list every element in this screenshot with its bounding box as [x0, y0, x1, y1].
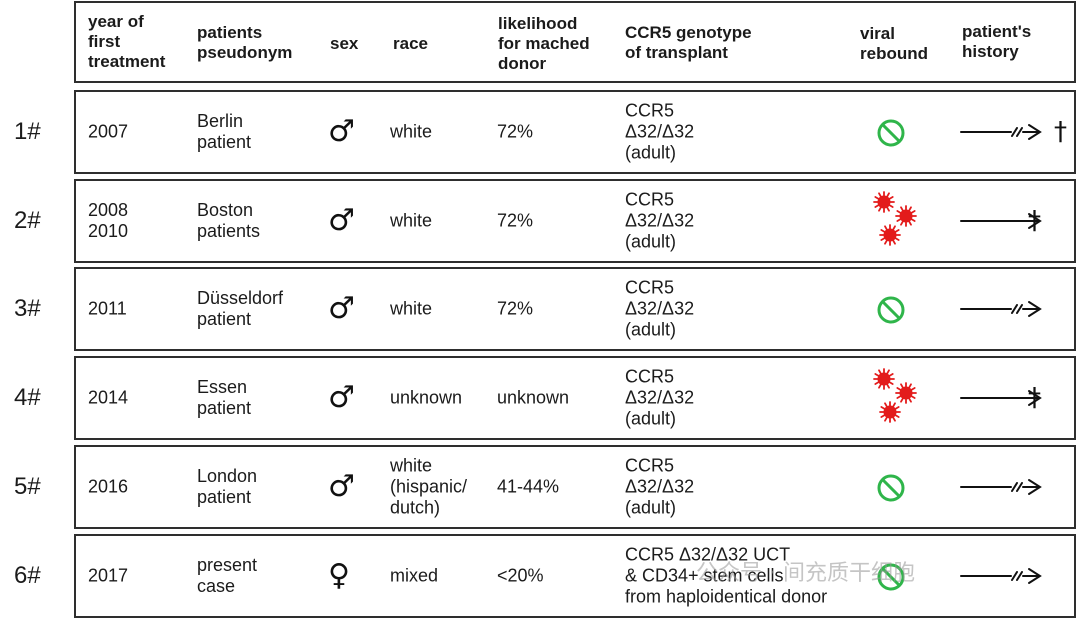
dagger-icon: † [1054, 117, 1067, 147]
no-rebound-icon [877, 563, 905, 591]
year-cell: 2016 [88, 476, 129, 497]
header-year: year of first treatment [88, 12, 166, 71]
arrow-icon [960, 390, 1042, 406]
broken-arrow-icon [960, 301, 1042, 317]
no-rebound-icon [877, 296, 905, 324]
row-label: 2# [14, 207, 41, 234]
genotype-cell: CCR5 Δ32/Δ32 (adult) [625, 189, 695, 252]
year-cell: 2008 2010 [88, 200, 129, 241]
row-label: 3# [14, 295, 41, 322]
no-rebound-icon [877, 474, 905, 502]
likelihood-cell: <20% [497, 565, 544, 586]
pseudonym-cell: Düsseldorf patient [197, 288, 284, 329]
dagger-icon: † [1028, 383, 1041, 413]
likelihood-cell: unknown [497, 387, 570, 408]
pseudonym-cell: Essen patient [197, 377, 252, 418]
header-pseudonym: patients pseudonym [197, 23, 293, 62]
pseudonym-cell: Boston patients [197, 200, 261, 241]
race-cell: white [390, 121, 433, 142]
header-history: patient's history [962, 22, 1032, 61]
likelihood-cell: 72% [497, 210, 534, 231]
race-cell: white (hispanic/ dutch) [390, 455, 468, 518]
male-icon: ♂ [328, 291, 355, 326]
genotype-cell: CCR5 Δ32/Δ32 (adult) [625, 100, 695, 163]
likelihood-cell: 72% [497, 121, 534, 142]
broken-arrow-icon [960, 124, 1042, 140]
male-icon: ♂ [328, 380, 355, 415]
year-cell: 2011 [88, 298, 127, 319]
virus-icon [873, 368, 917, 423]
likelihood-cell: 72% [497, 298, 534, 319]
dagger-icon: † [1028, 206, 1041, 236]
female-icon: ♀ [328, 558, 350, 593]
row-label: 1# [14, 118, 41, 145]
table-row: 2011 Düsseldorf patient ♂ white 72% CCR5 Δ32/… [74, 267, 1076, 351]
race-cell: white [390, 210, 433, 231]
pseudonym-cell: present case [197, 555, 258, 596]
header-genotype: CCR5 genotype of transplant [625, 23, 752, 62]
race-cell: unknown [390, 387, 463, 408]
table-header: year of first treatment patients pseudon… [74, 1, 1076, 83]
row-label: 6# [14, 562, 41, 589]
male-icon: ♂ [328, 203, 355, 238]
year-cell: 2007 [88, 121, 129, 142]
male-icon: ♂ [328, 469, 355, 504]
header-likelihood: likelihood for mached donor [498, 14, 590, 73]
header-viral-rebound: viral rebound [860, 24, 928, 63]
virus-icon [873, 191, 917, 246]
genotype-cell: CCR5 Δ32/Δ32 (adult) [625, 455, 695, 518]
year-cell: 2014 [88, 387, 129, 408]
table-row: 2008 2010 Boston patients ♂ white 72% CCR5 Δ3… [74, 179, 1076, 263]
broken-arrow-icon [960, 479, 1042, 495]
header-race: race [393, 34, 428, 53]
table-row: 2016 London patient ♂ white (hispanic/ dutc… [74, 445, 1076, 529]
year-cell: 2017 [88, 565, 129, 586]
table-row: 2007 Berlin patient ♂ white 72% CCR5 Δ32/Δ32 … [74, 90, 1076, 174]
genotype-cell: CCR5 Δ32/Δ32 (adult) [625, 277, 695, 340]
table-row: 2017 present case ♀ mixed <20% CCR5 Δ32/Δ32 U… [74, 534, 1076, 618]
row-label: 5# [14, 473, 41, 500]
watermark: 公众号 · 间充质干细胞 [696, 561, 915, 586]
table-row: 2014 Essen patient ♂ unknown unknown CCR5 Δ32… [74, 356, 1076, 440]
race-cell: white [390, 298, 433, 319]
genotype-cell: CCR5 Δ32/Δ32 (adult) [625, 366, 695, 429]
no-rebound-icon [877, 119, 905, 147]
likelihood-cell: 41-44% [497, 476, 560, 497]
broken-arrow-icon [960, 568, 1042, 584]
male-icon: ♂ [328, 114, 355, 149]
row-label: 4# [14, 384, 41, 411]
arrow-icon [960, 213, 1042, 229]
pseudonym-cell: London patient [197, 466, 258, 507]
header-sex: sex [330, 34, 359, 53]
pseudonym-cell: Berlin patient [197, 111, 252, 152]
race-cell: mixed [390, 565, 439, 586]
genotype-cell: CCR5 Δ32/Δ32 UCT & CD34+ stem cells from… [625, 544, 828, 607]
